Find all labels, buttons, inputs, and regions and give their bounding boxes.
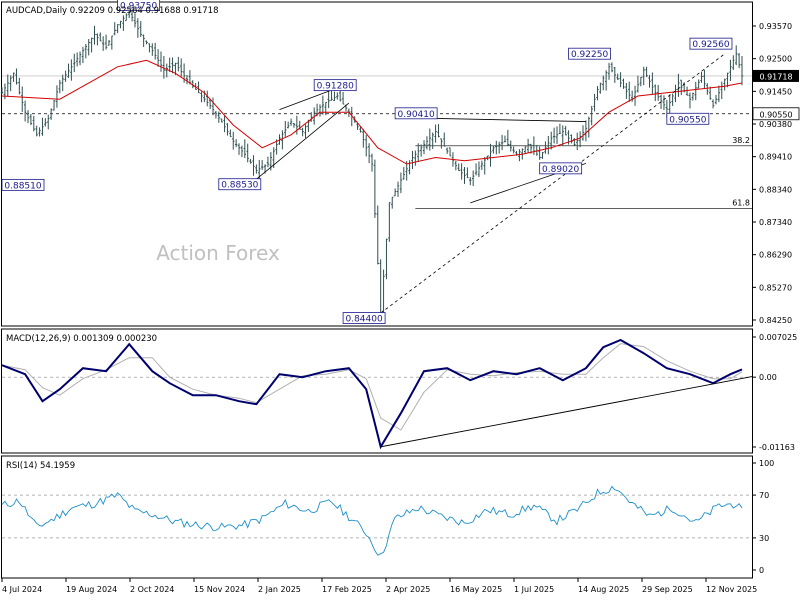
macd-axis-label: 0.00 xyxy=(759,373,777,382)
price-axis-label: 0.88340 xyxy=(759,185,792,194)
price-label-box xyxy=(568,47,611,60)
price-label-text: 0.88530 xyxy=(221,181,258,191)
rsi-axis-label: 70 xyxy=(759,491,769,500)
price-label: 0.89020 xyxy=(539,162,583,175)
date-axis-label: 12 Nov 2025 xyxy=(706,585,757,594)
trendline-dashed-support xyxy=(380,53,725,314)
price-label: 0.92560 xyxy=(689,37,733,50)
price-label-box xyxy=(117,0,161,11)
price-axis-label: 0.85270 xyxy=(759,283,792,292)
price-label: 0.91280 xyxy=(313,79,357,92)
price-axis-label: 0.86290 xyxy=(759,251,792,260)
chart-title: AUDCAD,Daily 0.92209 0.92564 0.91688 0.9… xyxy=(6,6,219,16)
price-axis-label: 0.87340 xyxy=(759,218,792,227)
price-label: 0.92250 xyxy=(568,47,611,60)
date-axis-label: 29 Sep 2025 xyxy=(642,585,693,594)
macd-line xyxy=(1,338,743,450)
last-price-badge-text: 0.91718 xyxy=(759,72,792,81)
price-label-text: 0.91280 xyxy=(317,82,354,92)
date-axis-label: 19 Aug 2024 xyxy=(66,585,117,594)
price-label-box xyxy=(689,37,733,50)
date-axis-label: 15 Nov 2024 xyxy=(194,585,245,594)
moving-average-line xyxy=(1,59,743,165)
price-label-text: 0.84400 xyxy=(345,315,382,325)
price-label-box xyxy=(1,178,45,191)
date-axis-label: 2 Jan 2025 xyxy=(258,585,301,594)
rsi-label: RSI(14) 54.1959 xyxy=(6,461,75,471)
macd-axis-label: 0.007025 xyxy=(759,333,797,342)
price-label: 0.84400 xyxy=(342,312,386,325)
rsi-axis-label: 0 xyxy=(759,566,764,575)
trendline-channel-lower xyxy=(256,102,350,180)
macd-signal-line xyxy=(1,343,743,431)
price-label-box xyxy=(218,178,262,191)
rsi-axis-label: 100 xyxy=(759,459,774,468)
trendline-triangle-upper xyxy=(429,117,586,122)
price-label-text: 0.92560 xyxy=(692,40,729,50)
macd-trendline xyxy=(380,376,753,448)
support-line-badge-text: 0.90550 xyxy=(759,110,792,119)
rsi-panel-frame xyxy=(1,455,753,579)
price-axis-label: 0.92500 xyxy=(759,55,792,64)
date-axis-label: 17 Feb 2025 xyxy=(322,585,372,594)
date-axis-label: 16 May 2025 xyxy=(450,585,502,594)
price-axis-label: 0.90380 xyxy=(759,120,792,129)
price-label: 0.90550 xyxy=(666,112,710,125)
date-axis-label: 2 Oct 2024 xyxy=(130,585,174,594)
price-label-text: 0.90410 xyxy=(398,110,435,120)
macd-panel-frame xyxy=(1,328,753,454)
ohlc-bars-group xyxy=(0,9,744,316)
watermark-text: Action Forex xyxy=(156,241,280,265)
date-axis-label: 4 Jul 2024 xyxy=(2,585,42,594)
rsi-axis-label: 30 xyxy=(759,534,769,543)
last-price-badge xyxy=(753,69,799,82)
price-label: 0.88530 xyxy=(218,178,262,191)
date-axis-label: 14 Aug 2025 xyxy=(578,585,629,594)
macd-label: MACD(12,26,9) 0.001309 0.000230 xyxy=(6,334,157,344)
price-label: 0.90410 xyxy=(394,107,438,120)
price-label: 0.88510 xyxy=(1,178,45,191)
support-line-badge xyxy=(752,107,800,121)
price-label-box xyxy=(394,107,438,120)
price-axis-label: 0.84250 xyxy=(759,316,792,325)
price-label-box xyxy=(539,162,583,175)
macd-axis-label: -0.01163 xyxy=(759,443,795,452)
rsi-line xyxy=(1,485,743,556)
fib-level-label: 61.8 xyxy=(732,199,750,208)
price-axis-label: 0.93570 xyxy=(759,22,792,31)
price-label-text: 0.89020 xyxy=(542,165,579,175)
price-label-box xyxy=(313,79,357,92)
price-label-box xyxy=(666,112,710,125)
date-axis-label: 2 Apr 2025 xyxy=(386,585,430,594)
price-label: 0.93750 xyxy=(117,0,161,12)
price-label-text: 0.88510 xyxy=(4,181,41,191)
fib-level-label: 38.2 xyxy=(732,136,750,145)
price-label-text: 0.90550 xyxy=(669,115,706,125)
price-axis-label: 0.89410 xyxy=(759,153,792,162)
price-axis-label: 0.91450 xyxy=(759,87,792,96)
price-label-box xyxy=(342,312,386,324)
price-label-text: 0.93750 xyxy=(120,2,157,12)
price-label-text: 0.92250 xyxy=(571,50,608,60)
date-axis-label: 1 Jul 2025 xyxy=(514,585,554,594)
main-panel-frame xyxy=(1,1,753,327)
